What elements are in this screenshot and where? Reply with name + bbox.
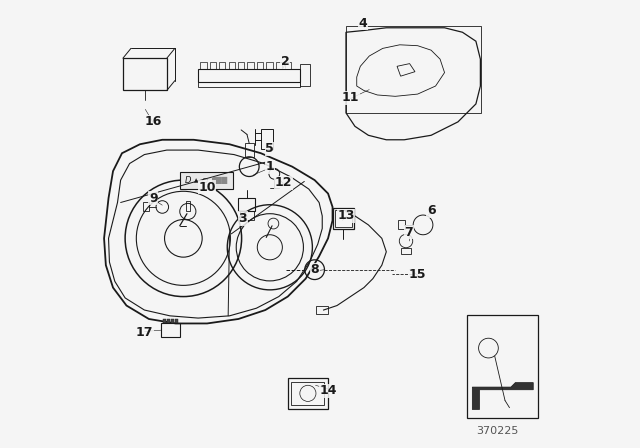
Text: 14: 14 [319, 384, 337, 397]
Text: 17: 17 [136, 326, 153, 339]
Bar [244, 143, 253, 157]
Bar [180, 172, 233, 189]
Bar [239, 198, 255, 211]
Bar [143, 202, 149, 211]
Bar [261, 129, 273, 149]
Bar [198, 69, 300, 82]
Bar [210, 62, 216, 69]
Text: 4: 4 [358, 17, 367, 30]
Text: 16: 16 [145, 115, 162, 129]
Bar [401, 248, 412, 254]
Text: D: D [185, 176, 191, 185]
Bar [238, 62, 244, 69]
Text: 2: 2 [281, 55, 289, 69]
Text: 11: 11 [342, 91, 359, 104]
Bar [240, 211, 253, 220]
Polygon shape [472, 383, 533, 409]
Text: 10: 10 [198, 181, 216, 194]
Text: 8: 8 [310, 263, 319, 276]
Bar [335, 210, 352, 227]
Bar [248, 62, 253, 69]
Text: 9: 9 [149, 191, 157, 205]
Bar [219, 62, 225, 69]
Bar [167, 319, 170, 323]
Bar [200, 62, 207, 69]
Bar [257, 62, 263, 69]
Bar [398, 220, 404, 229]
Text: 7: 7 [404, 225, 413, 239]
Bar [291, 382, 324, 405]
Text: 12: 12 [275, 176, 292, 190]
Text: 15: 15 [409, 267, 426, 281]
Bar [161, 323, 180, 337]
Bar [300, 64, 310, 86]
Bar [316, 306, 328, 314]
Bar [266, 62, 273, 69]
Text: 1: 1 [266, 160, 274, 173]
Text: 3: 3 [239, 212, 247, 225]
Text: ∅: ∅ [202, 177, 208, 184]
Text: ▲: ▲ [194, 178, 198, 183]
Bar [288, 378, 328, 409]
Bar [123, 58, 167, 90]
Bar [346, 26, 481, 113]
Text: 370225: 370225 [476, 426, 518, 436]
Text: 6: 6 [427, 204, 435, 217]
Text: 13: 13 [337, 209, 355, 223]
Bar [467, 315, 538, 418]
Bar [228, 62, 235, 69]
Bar [198, 82, 300, 87]
Bar [186, 201, 190, 211]
Bar [172, 319, 174, 323]
Text: 5: 5 [266, 142, 274, 155]
Bar [285, 62, 291, 69]
Bar [333, 208, 354, 229]
Bar [163, 319, 166, 323]
Bar [175, 319, 178, 323]
Text: ███: ███ [211, 177, 227, 184]
Bar [276, 62, 282, 69]
